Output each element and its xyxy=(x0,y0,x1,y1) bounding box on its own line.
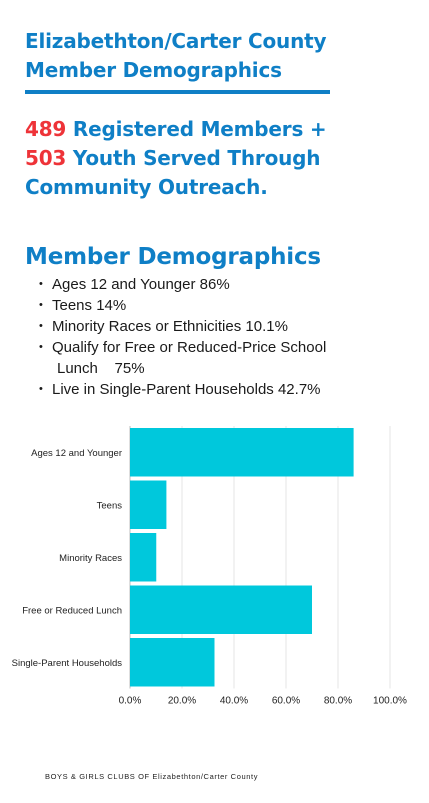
bar-minority-races xyxy=(130,533,157,582)
header-title-line1: Elizabethton/Carter County xyxy=(25,29,327,53)
x-tick-label: 40.0% xyxy=(220,696,248,707)
stats-line-youth: 503 Youth Served Through xyxy=(25,144,415,173)
category-label: Ages 12 and Younger xyxy=(31,448,122,459)
category-label: Single-Parent Households xyxy=(12,658,123,669)
header-divider xyxy=(25,90,330,94)
stats-line-registered: 489 Registered Members + xyxy=(25,115,415,144)
header-title: Elizabethton/Carter County Member Demogr… xyxy=(25,27,355,85)
youth-label: Youth Served Through xyxy=(66,146,321,170)
x-tick-label: 100.0% xyxy=(373,696,407,707)
demographics-list: Ages 12 and Younger 86% Teens 14% Minori… xyxy=(25,274,365,400)
x-tick-label: 80.0% xyxy=(324,696,352,707)
demographics-bar-chart: Ages 12 and Younger Teens Minority Races Fr… xyxy=(12,426,407,707)
bar-single-parent-households xyxy=(130,638,215,687)
demographics-item: Qualify for Free or Reduced-Price School… xyxy=(25,337,365,379)
chart-category-labels: Ages 12 and Younger Teens Minority Races Fr… xyxy=(12,448,123,669)
category-label: Free or Reduced Lunch xyxy=(22,605,122,616)
bar-ages-12-and-younger xyxy=(130,428,354,477)
x-tick-label: 20.0% xyxy=(168,696,196,707)
stats-line-outreach: Community Outreach. xyxy=(25,175,268,199)
x-tick-label: 60.0% xyxy=(272,696,300,707)
footer-text: BOYS & GIRLS CLUBS OF Elizabethton/Carte… xyxy=(45,772,259,781)
chart-tick-labels: 0.0% 20.0% 40.0% 60.0% 80.0% 100.0% xyxy=(119,696,407,707)
demographics-item: Ages 12 and Younger 86% xyxy=(25,274,365,295)
youth-count: 503 xyxy=(25,146,67,170)
demographics-item: Teens 14% xyxy=(25,295,365,316)
chart-bars xyxy=(130,428,354,687)
registered-count: 489 xyxy=(25,117,67,141)
x-tick-label: 0.0% xyxy=(119,696,142,707)
category-label: Minority Races xyxy=(59,553,122,564)
demographics-title: Member Demographics xyxy=(25,244,321,270)
bar-free-or-reduced-lunch xyxy=(130,585,312,634)
bar-teens xyxy=(130,480,167,529)
demographics-item: Live in Single-Parent Households 42.7% xyxy=(25,379,365,400)
category-label: Teens xyxy=(97,500,123,511)
registered-label: Registered Members + xyxy=(66,117,327,141)
stats-block: 489 Registered Members + 503 Youth Serve… xyxy=(25,115,415,202)
demographics-item: Minority Races or Ethnicities 10.1% xyxy=(25,316,365,337)
header-title-line2: Member Demographics xyxy=(25,58,282,82)
